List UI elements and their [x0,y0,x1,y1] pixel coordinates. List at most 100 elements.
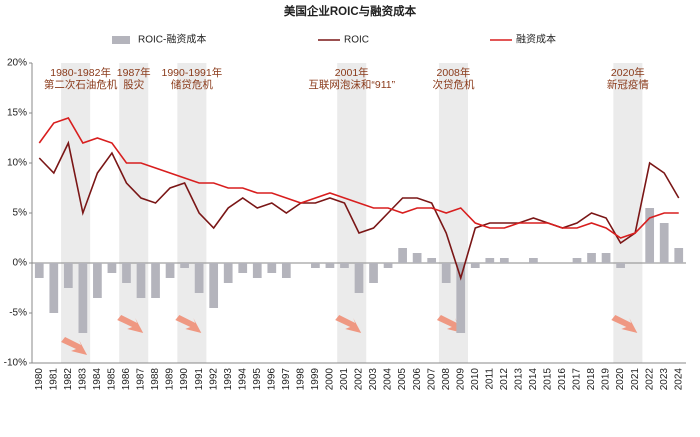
bar [165,263,175,278]
x-tick-label: 1999 [310,368,321,391]
x-tick-label: 2018 [586,368,597,391]
x-tick-label: 1994 [237,368,248,391]
bar [645,208,655,263]
bar [485,258,495,263]
bar [63,263,73,288]
x-tick-label: 1992 [208,368,219,391]
x-tick-label: 1988 [150,368,161,391]
y-tick-label: 5% [13,208,28,219]
x-tick-label: 2003 [368,368,379,391]
x-tick-label: 2001 [339,368,350,391]
bar [238,263,248,273]
bar [93,263,102,298]
x-tick-label: 1997 [281,368,292,391]
x-tick-label: 1996 [266,368,277,391]
legend-label: ROIC [344,35,369,46]
crisis-band [613,63,643,363]
x-tick-label: 2017 [572,368,583,391]
bar [398,248,407,263]
crisis-label: 2020年 [611,66,645,79]
y-tick-label: 0% [13,258,28,269]
crisis-label: 股灾 [123,78,144,91]
crisis-label: 互联网泡沫和“911” [308,78,395,91]
bar [122,263,131,283]
crisis-band [337,63,367,363]
bar [412,253,422,263]
x-tick-label: 2022 [644,368,655,391]
bar [369,263,378,283]
x-tick-label: 2023 [659,368,670,391]
x-tick-label: 1986 [121,368,132,391]
line [38,117,679,239]
bar [340,263,349,268]
bar [674,248,684,263]
bar [441,263,451,283]
arrow [117,315,144,333]
x-tick-label: 1983 [78,368,89,391]
y-tick-label: 20% [7,58,27,69]
x-tick-label: 2012 [499,368,510,391]
y-tick-label: -10% [4,358,27,369]
y-tick-label: -5% [9,308,27,319]
x-tick-label: 1998 [296,368,307,391]
x-tick-label: 1987 [136,368,147,391]
x-tick-label: 2020 [615,368,626,391]
bar [194,263,204,293]
x-tick-label: 2024 [673,368,684,391]
bar [281,263,291,278]
x-tick-label: 2019 [601,368,612,391]
x-tick-label: 2002 [354,368,365,391]
crisis-band [177,63,207,363]
x-tick-label: 2007 [426,368,437,391]
x-tick-label: 1984 [92,368,103,391]
bar [209,263,219,308]
x-tick-label: 1982 [63,368,74,391]
x-tick-label: 1989 [165,368,176,391]
x-tick-label: 2000 [325,368,336,391]
bar [427,258,437,263]
line [38,140,680,281]
bar [499,258,509,263]
bar [180,263,189,268]
crisis-band [119,63,149,363]
crisis-label: 1987年 [117,66,151,79]
bar [252,263,262,278]
x-tick-label: 2006 [412,368,423,391]
arrow [175,315,202,333]
bar [529,258,538,263]
x-tick-label: 1981 [48,368,59,391]
bar [34,263,44,278]
x-tick-label: 2011 [484,368,495,390]
crisis-label: 2001年 [335,66,369,79]
crisis-label: 新冠疫情 [607,78,649,91]
x-tick-label: 1991 [194,368,205,391]
x-tick-label: 1980 [34,368,45,391]
x-tick-label: 1993 [223,368,234,391]
bar [354,263,364,293]
legend-label: 融资成本 [516,33,556,46]
bar [78,263,88,333]
x-tick-label: 2004 [383,368,394,391]
crisis-label: 次贷危机 [432,78,474,91]
x-tick-label: 1985 [107,368,118,391]
y-tick-label: 15% [7,108,27,119]
bar [151,263,160,298]
arrow [611,315,638,333]
legend-label: ROIC-融资成本 [138,33,206,46]
arrow [61,337,88,355]
x-tick-label: 2015 [543,368,554,391]
x-tick-label: 2014 [528,368,539,391]
bar [601,253,611,263]
y-tick-label: 10% [7,158,27,169]
crisis-label: 储贷危机 [171,78,213,91]
legend-swatch [112,36,130,44]
x-tick-label: 2021 [630,368,641,391]
bar [659,223,669,263]
crisis-label: 2008年 [437,66,471,79]
bar [456,263,466,333]
bar [107,263,117,273]
bar [223,263,233,283]
bar [587,253,596,263]
x-tick-label: 2013 [514,368,525,391]
